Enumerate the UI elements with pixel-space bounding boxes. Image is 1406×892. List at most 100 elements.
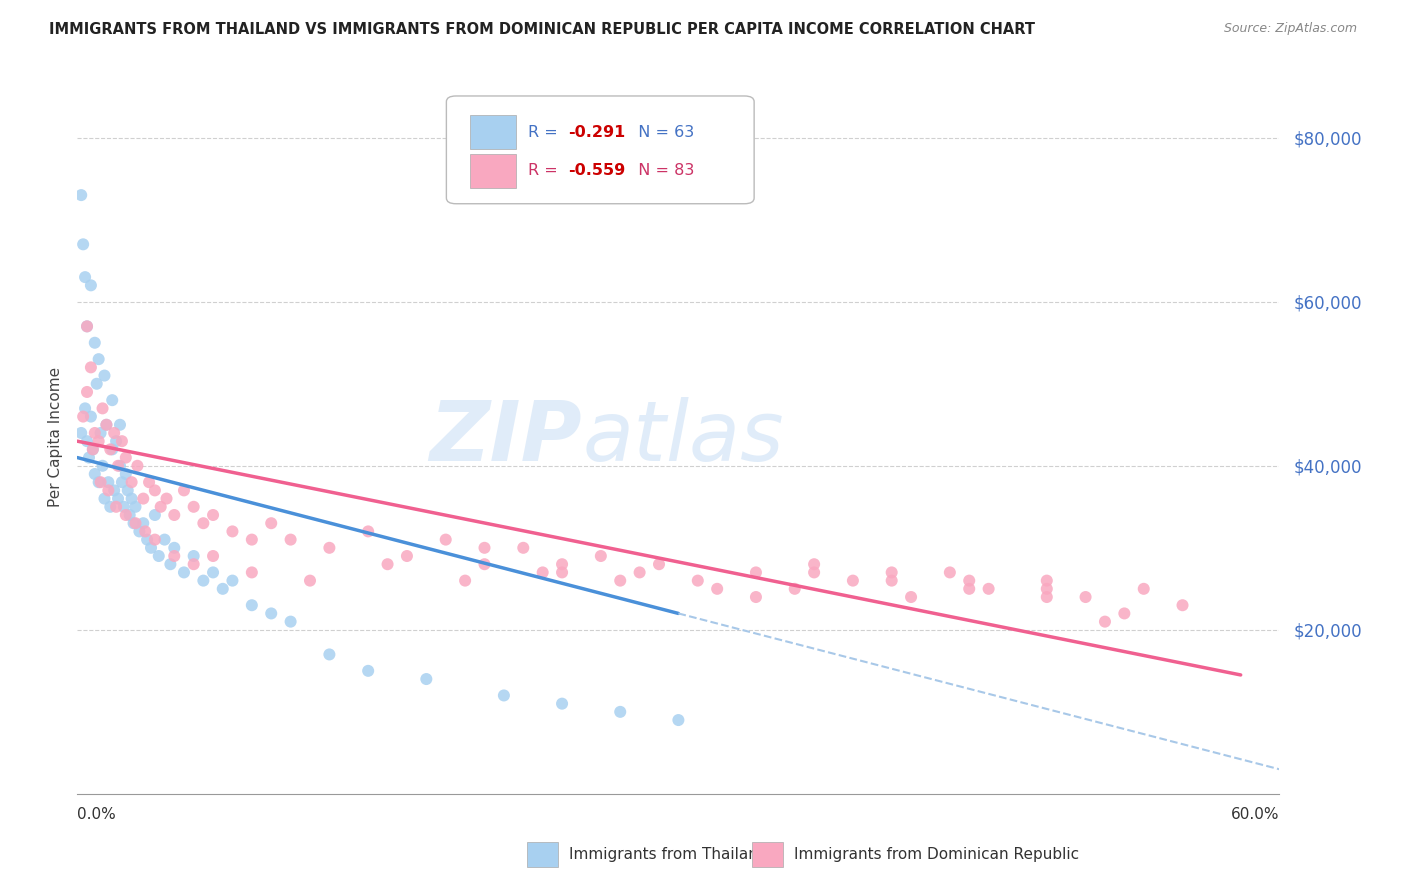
- Point: [589, 549, 612, 563]
- Point: [87, 475, 110, 490]
- Point: [318, 541, 340, 555]
- Point: [240, 566, 263, 580]
- Point: [880, 574, 903, 588]
- Text: -0.291: -0.291: [568, 125, 626, 140]
- Point: [70, 188, 93, 202]
- Point: [1074, 590, 1097, 604]
- Point: [900, 590, 922, 604]
- Point: [211, 582, 233, 596]
- Point: [75, 401, 97, 416]
- Point: [70, 425, 93, 440]
- Point: [124, 516, 146, 531]
- Text: 0.0%: 0.0%: [77, 807, 117, 822]
- Point: [880, 566, 903, 580]
- Text: R =: R =: [529, 163, 562, 178]
- Point: [124, 500, 146, 514]
- Point: [98, 500, 121, 514]
- Point: [86, 376, 108, 391]
- Point: [111, 475, 134, 490]
- Text: N = 83: N = 83: [628, 163, 695, 178]
- Point: [240, 599, 263, 613]
- Point: [87, 434, 110, 449]
- Text: -0.559: -0.559: [568, 163, 626, 178]
- Point: [75, 270, 97, 285]
- Point: [803, 566, 825, 580]
- Point: [377, 558, 399, 572]
- Point: [83, 467, 105, 481]
- Point: [221, 524, 243, 539]
- Point: [454, 574, 477, 588]
- Point: [114, 467, 136, 481]
- Text: N = 63: N = 63: [628, 125, 695, 140]
- Point: [132, 491, 155, 506]
- Point: [76, 319, 98, 334]
- Point: [138, 475, 160, 490]
- Point: [139, 541, 162, 555]
- Point: [183, 500, 205, 514]
- Point: [221, 574, 243, 588]
- Point: [1036, 582, 1059, 596]
- Point: [128, 524, 150, 539]
- Point: [745, 566, 768, 580]
- Point: [155, 491, 177, 506]
- Point: [280, 615, 302, 629]
- Point: [474, 541, 496, 555]
- Text: Immigrants from Thailand: Immigrants from Thailand: [569, 847, 768, 862]
- Point: [163, 541, 186, 555]
- Point: [977, 582, 1000, 596]
- Point: [127, 458, 149, 473]
- Point: [1094, 615, 1116, 629]
- Point: [202, 549, 225, 563]
- Point: [183, 558, 205, 572]
- FancyBboxPatch shape: [471, 115, 516, 150]
- Text: ZIP: ZIP: [430, 397, 582, 477]
- Point: [609, 574, 631, 588]
- Point: [551, 697, 574, 711]
- Point: [108, 458, 131, 473]
- Point: [395, 549, 418, 563]
- Point: [318, 648, 340, 662]
- Point: [83, 335, 105, 350]
- Point: [107, 491, 129, 506]
- Point: [148, 549, 170, 563]
- Text: atlas: atlas: [582, 397, 785, 477]
- Point: [96, 417, 118, 432]
- Point: [173, 483, 195, 498]
- Text: R =: R =: [529, 125, 562, 140]
- Point: [183, 549, 205, 563]
- Point: [474, 558, 496, 572]
- Point: [91, 458, 114, 473]
- Point: [121, 475, 143, 490]
- Point: [96, 417, 118, 432]
- Point: [648, 558, 671, 572]
- Point: [434, 533, 457, 547]
- Point: [143, 508, 166, 522]
- Point: [1114, 607, 1136, 621]
- Point: [107, 458, 129, 473]
- Point: [72, 409, 94, 424]
- Point: [668, 713, 690, 727]
- Point: [240, 533, 263, 547]
- Point: [260, 607, 283, 621]
- Point: [122, 516, 145, 531]
- Point: [143, 533, 166, 547]
- Point: [149, 500, 172, 514]
- Point: [93, 491, 115, 506]
- Point: [76, 319, 98, 334]
- Point: [105, 434, 128, 449]
- Point: [87, 352, 110, 367]
- Point: [159, 558, 181, 572]
- Point: [83, 425, 105, 440]
- Point: [121, 491, 143, 506]
- Point: [143, 483, 166, 498]
- Point: [90, 425, 112, 440]
- Point: [103, 483, 125, 498]
- Point: [551, 566, 574, 580]
- Point: [957, 582, 980, 596]
- Point: [202, 566, 225, 580]
- Point: [1171, 599, 1194, 613]
- Point: [80, 409, 103, 424]
- Point: [153, 533, 176, 547]
- Point: [1036, 574, 1059, 588]
- Point: [163, 549, 186, 563]
